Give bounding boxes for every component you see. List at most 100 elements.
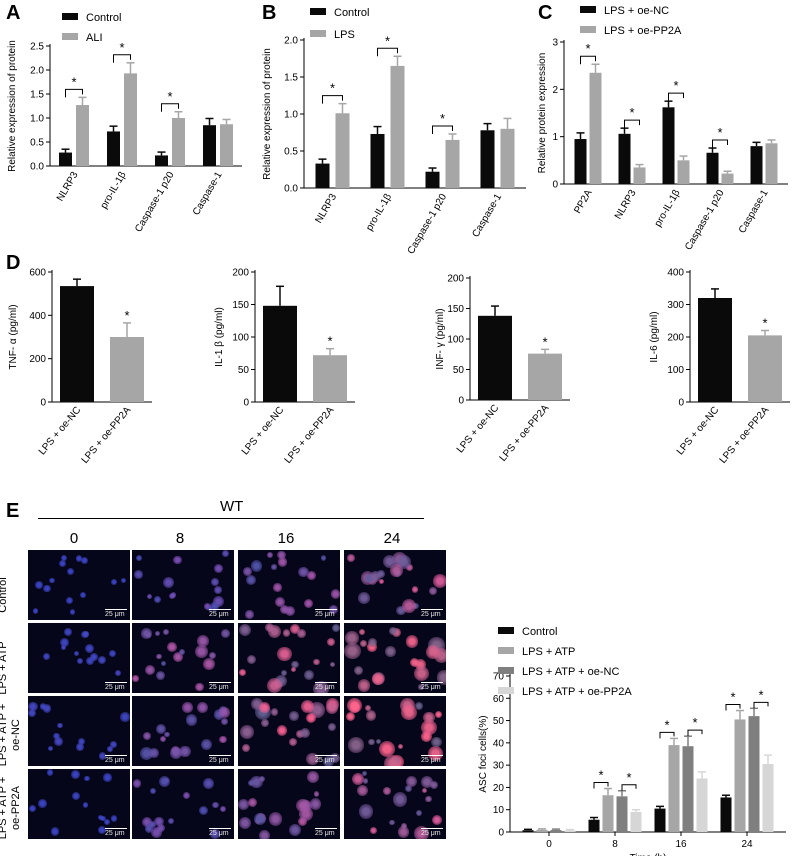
x-tick-label: Caspase-1	[470, 192, 504, 240]
cell	[356, 785, 368, 796]
y-tick-label: 600	[29, 268, 46, 279]
cell	[313, 790, 320, 797]
micrograph-r2-c3: 25 μm	[238, 623, 340, 693]
y-axis-label: Relative expression of protein	[262, 48, 273, 180]
cell	[392, 791, 408, 807]
significance-star: *	[717, 125, 722, 140]
significance-star: *	[629, 105, 634, 120]
cell	[367, 642, 378, 652]
cell	[358, 591, 371, 604]
cell	[421, 719, 437, 736]
legend-swatch	[498, 687, 514, 694]
micrograph-r4-c1: 25 μm	[28, 769, 130, 839]
y-tick-label: 10	[493, 805, 505, 816]
bar	[677, 160, 690, 184]
significance-star: *	[542, 334, 547, 349]
cell	[258, 830, 270, 839]
bar	[500, 128, 515, 188]
significance-bracket	[621, 784, 637, 791]
significance-star: *	[119, 40, 124, 55]
y-tick-label: 1	[552, 132, 558, 143]
x-tick-label: Caspase-1 p20	[133, 170, 177, 235]
cell	[299, 728, 310, 739]
y-tick-label: 300	[667, 300, 684, 311]
cell	[210, 577, 219, 586]
chart-d3: 0 50 100 150 200 INF- γ (pg/ml) LPS + oe-NCLPS…	[435, 274, 570, 464]
y-tick-label: 50	[453, 365, 465, 376]
cell	[306, 712, 317, 724]
cell	[144, 824, 153, 833]
significance-star: *	[330, 81, 335, 96]
cell	[238, 798, 250, 810]
cell	[378, 740, 396, 758]
cell	[82, 802, 89, 808]
cell	[412, 586, 419, 593]
micrograph-r3-c2: 25 μm	[132, 696, 234, 766]
y-tick-label: 2.5	[30, 42, 44, 53]
cell	[111, 579, 118, 586]
y-tick-label: 200	[29, 354, 46, 365]
micrograph-r3-c1: 25 μm	[28, 696, 130, 766]
cell	[383, 787, 391, 795]
cell	[64, 628, 72, 637]
cell	[145, 632, 152, 638]
bar	[203, 125, 216, 166]
cell	[422, 788, 428, 794]
cell	[166, 641, 178, 652]
cell	[364, 705, 371, 712]
cell	[297, 628, 307, 638]
bar	[750, 146, 763, 184]
time-column-8: 8	[175, 530, 185, 547]
time-column-24: 24	[383, 530, 401, 547]
cell	[212, 596, 224, 608]
legend-swatch	[498, 647, 514, 654]
cell	[97, 815, 104, 821]
y-tick-label: 200	[667, 333, 684, 344]
cell	[359, 628, 366, 635]
cell	[84, 775, 90, 782]
y-tick-label: 100	[447, 335, 464, 346]
legend-swatch	[498, 667, 514, 674]
x-tick-label: LPS + oe-NC	[37, 405, 83, 457]
cell	[430, 781, 439, 790]
x-tick-label: NLRP3	[613, 188, 639, 222]
cell	[182, 702, 194, 713]
wt-group-label: WT	[220, 498, 244, 515]
bar	[313, 355, 347, 402]
cell	[346, 553, 355, 563]
cell	[242, 567, 252, 577]
cell	[326, 701, 339, 714]
scale-bar-label: 25 μm	[209, 755, 231, 764]
significance-star: *	[124, 308, 129, 323]
cell	[242, 743, 251, 752]
x-tick-label: Caspase-1 p20	[406, 192, 450, 257]
cell	[149, 788, 156, 795]
micrograph-r2-c1: 25 μm	[28, 623, 130, 693]
cell	[364, 574, 375, 584]
cell	[375, 739, 382, 745]
cell	[431, 814, 443, 826]
cell	[367, 638, 377, 648]
cell	[162, 577, 174, 589]
cell	[154, 596, 161, 603]
bar	[734, 719, 746, 832]
cell	[197, 635, 209, 648]
time-column-16: 16	[277, 530, 295, 547]
bar	[588, 819, 600, 832]
y-tick-label: 70	[493, 672, 505, 683]
cell	[66, 567, 74, 575]
cell	[344, 642, 361, 659]
cell	[71, 770, 81, 780]
x-tick-label: pro-IL-1β	[653, 188, 683, 229]
cell	[164, 731, 170, 738]
bar	[76, 105, 89, 166]
scale-bar-label: 25 μm	[105, 828, 127, 837]
bar	[445, 139, 460, 188]
scale-bar-label: 25 μm	[209, 682, 231, 691]
bar	[662, 107, 675, 184]
cell	[150, 826, 162, 839]
cell	[290, 666, 297, 673]
cell	[345, 712, 355, 722]
cell	[120, 712, 130, 722]
cell	[110, 740, 117, 748]
